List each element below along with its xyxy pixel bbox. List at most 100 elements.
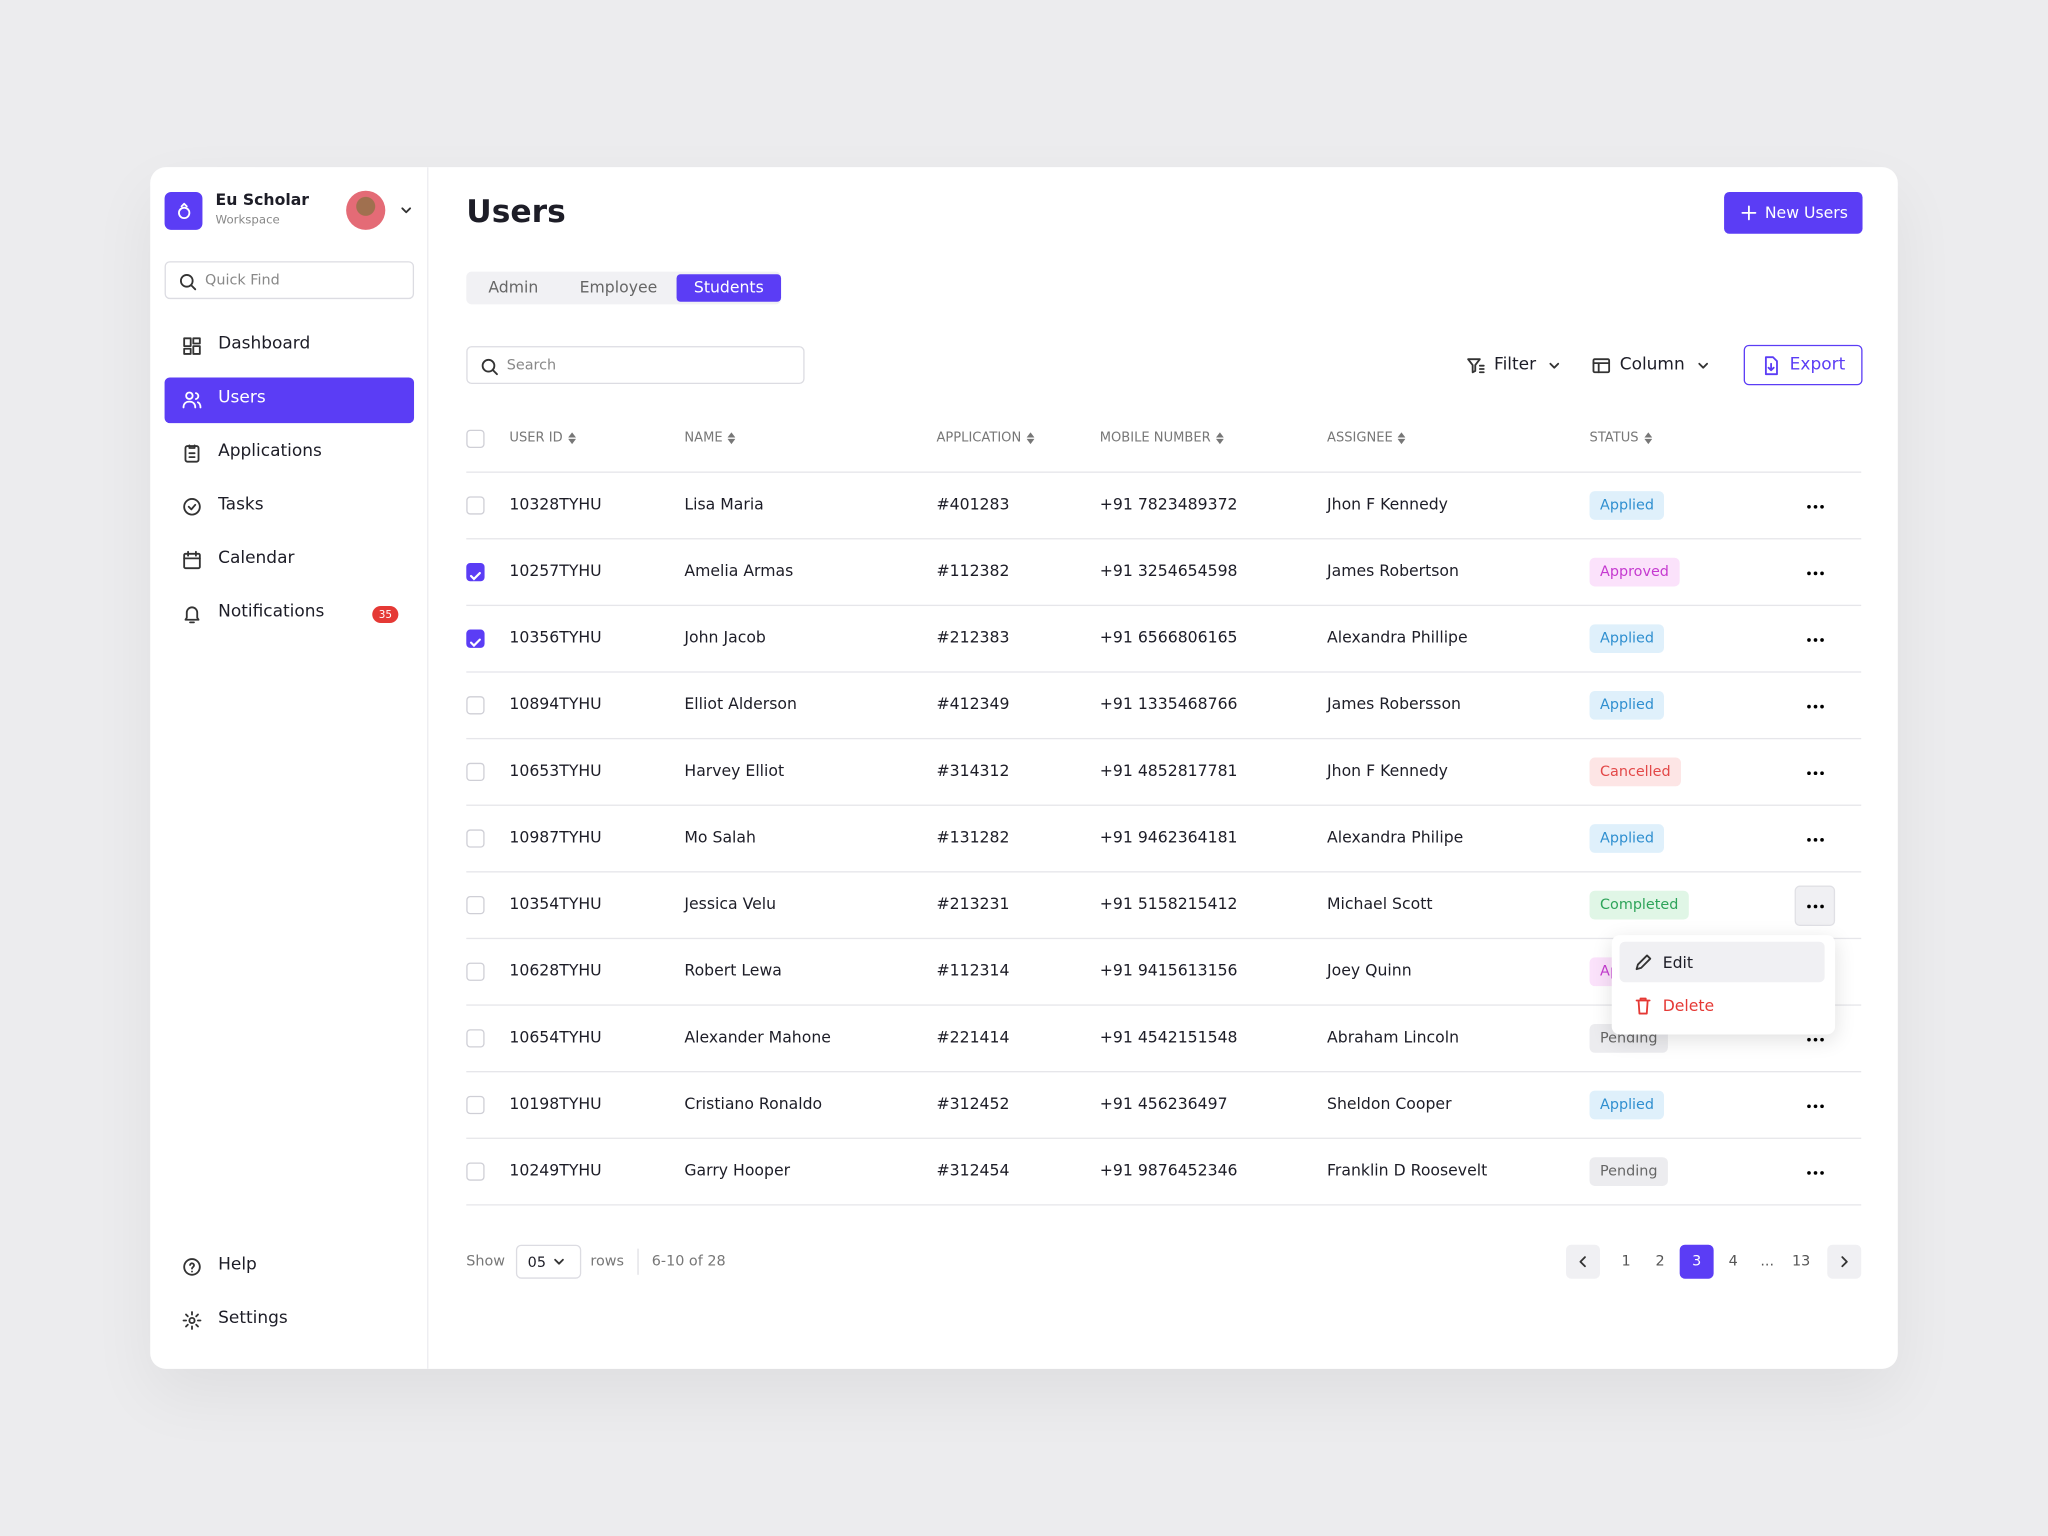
select-all-checkbox[interactable] (466, 429, 485, 448)
cell: #312454 (936, 1161, 1010, 1180)
header-divider (466, 471, 1862, 473)
cell: Alexander Mahone (684, 1027, 831, 1047)
cell: Michael Scott (1327, 894, 1433, 913)
row-checkbox[interactable] (466, 496, 485, 515)
row-checkbox[interactable] (466, 895, 485, 915)
account-menu[interactable] (396, 200, 417, 226)
cell: Harvey Elliot (684, 761, 785, 780)
row-actions[interactable] (1795, 486, 1835, 526)
header-label: MOBILE NUMBER (1099, 431, 1211, 446)
page-button[interactable]: 1 (1621, 1252, 1631, 1270)
cell: +91 7823489372 (1099, 495, 1238, 514)
tab[interactable]: Admin (488, 278, 539, 297)
cell: James Robertson (1327, 561, 1459, 580)
nav-label: Settings (218, 1308, 288, 1329)
row-actions[interactable] (1795, 686, 1835, 726)
row-actions[interactable] (1795, 619, 1835, 659)
nav-label: Tasks (218, 495, 264, 515)
cell: Jhon F Kennedy (1327, 761, 1448, 780)
column-header[interactable]: MOBILE NUMBER (1100, 431, 1224, 445)
placeholder: Quick Find (205, 271, 280, 289)
nav-item[interactable]: Calendar (165, 538, 414, 584)
new-users-button[interactable]: New Users (1724, 191, 1863, 234)
row-actions[interactable] (1794, 885, 1836, 927)
column-header[interactable]: STATUS (1590, 431, 1652, 445)
status-badge: Completed (1589, 890, 1689, 920)
table-row: 10198TYHU Cristiano Ronaldo #312452 +91 456… (466, 1072, 1862, 1139)
nav-item[interactable]: Dashboard (165, 324, 414, 370)
quick-find[interactable]: Quick Find (164, 261, 415, 300)
cell: #312452 (936, 1094, 1010, 1113)
cell: #314312 (936, 761, 1010, 780)
row-checkbox[interactable] (466, 696, 485, 715)
nav-icon (182, 1310, 203, 1336)
tab[interactable]: Students (676, 274, 782, 302)
menu-item[interactable]: Delete (1620, 985, 1825, 1025)
column-button[interactable]: Column (1587, 345, 1718, 385)
cell: +91 9415613156 (1099, 961, 1238, 980)
row-actions[interactable] (1795, 752, 1835, 792)
prev-page[interactable] (1566, 1244, 1600, 1279)
row-checkbox[interactable] (466, 1095, 485, 1115)
cell: Alexandra Philipe (1327, 828, 1464, 847)
next-page[interactable] (1827, 1244, 1862, 1279)
export-button[interactable]: Export (1743, 344, 1863, 386)
row-actions[interactable] (1795, 819, 1835, 859)
menu-label: Delete (1662, 995, 1715, 1015)
status-badge: Applied (1589, 491, 1665, 520)
column-header[interactable]: APPLICATION (936, 431, 1035, 445)
nav-item[interactable]: Settings (165, 1298, 414, 1344)
column-header[interactable]: USER ID (509, 431, 576, 445)
column-header[interactable]: ASSIGNEE (1327, 431, 1406, 445)
nav-item[interactable]: Users (164, 377, 415, 424)
row-actions[interactable] (1795, 1019, 1835, 1059)
table-row: 10354TYHU Jessica Velu #213231 +91 51582154… (466, 872, 1862, 940)
nav-item[interactable]: Applications (165, 431, 414, 477)
avatar[interactable] (346, 190, 386, 230)
page-button[interactable]: ... (1760, 1252, 1775, 1270)
cell: Lisa Maria (684, 495, 764, 514)
status-badge: Cancelled (1589, 757, 1682, 787)
filter-button[interactable]: Filter (1456, 345, 1574, 385)
tab[interactable]: Employee (579, 278, 658, 297)
cell: John Jacob (684, 628, 766, 647)
column-header[interactable]: NAME (684, 431, 736, 445)
brand-logo (164, 191, 203, 230)
page-button[interactable]: 4 (1728, 1252, 1738, 1270)
cell: 10249TYHU (509, 1161, 602, 1180)
table-search[interactable]: Search (466, 346, 805, 384)
row-checkbox[interactable] (466, 962, 485, 981)
row-actions[interactable] (1795, 1085, 1835, 1125)
brand-name: Eu Scholar (215, 190, 310, 209)
row-actions[interactable] (1795, 1152, 1835, 1192)
cell: 10198TYHU (509, 1094, 602, 1113)
row-checkbox[interactable] (466, 762, 485, 782)
app-window: Eu Scholar Workspace Quick Find Dashboard Us… (150, 167, 1898, 1369)
row-checkbox[interactable] (466, 1162, 485, 1181)
cell: +91 456236497 (1099, 1094, 1228, 1113)
nav-item[interactable]: Tasks (165, 485, 414, 531)
cell: +91 9876452346 (1099, 1161, 1238, 1180)
menu-item[interactable]: Edit (1619, 941, 1825, 983)
status-badge: Pending (1589, 1157, 1668, 1186)
cell: Robert Lewa (684, 961, 782, 980)
page-button[interactable]: 3 (1679, 1244, 1714, 1279)
row-checkbox[interactable] (466, 629, 485, 648)
nav-icon (182, 389, 203, 415)
row-checkbox[interactable] (466, 1029, 485, 1048)
cell: Sheldon Cooper (1327, 1094, 1452, 1113)
button-label: Column (1619, 355, 1685, 375)
row-checkbox[interactable] (466, 829, 485, 848)
rows-select[interactable]: 05 (515, 1244, 582, 1279)
cell: Mo Salah (684, 828, 756, 847)
nav-item[interactable]: Notifications 35 (165, 592, 414, 638)
cell: Amelia Armas (684, 561, 794, 580)
page-button[interactable]: 13 (1791, 1252, 1811, 1270)
row-checkbox[interactable] (466, 562, 485, 582)
row-actions[interactable] (1795, 552, 1835, 592)
page-button[interactable]: 2 (1655, 1252, 1665, 1270)
cell: +91 4542151548 (1099, 1027, 1238, 1047)
nav-item[interactable]: Help (165, 1245, 414, 1291)
